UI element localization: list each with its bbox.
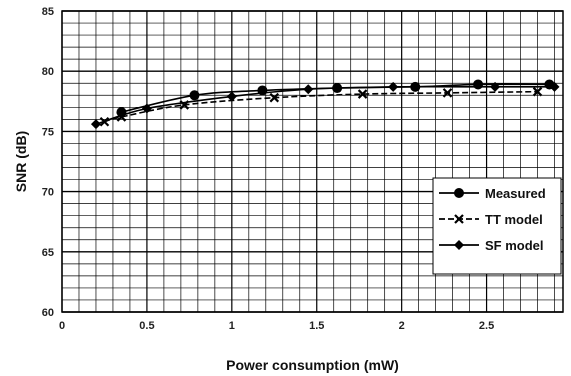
legend-item: Measured <box>439 186 546 201</box>
plot-area-frame <box>61 10 564 313</box>
legend-label: SF model <box>485 238 544 253</box>
legend: Measured TT model SF model <box>432 177 562 275</box>
y-axis-title: SNR (dB) <box>13 131 29 192</box>
y-tick-label: 60 <box>42 307 54 319</box>
y-tick-label: 75 <box>42 126 54 138</box>
legend-label: Measured <box>485 186 546 201</box>
legend-marker <box>454 214 464 224</box>
x-tick-label: 1 <box>229 320 235 332</box>
data-point <box>189 90 200 101</box>
series-group <box>90 79 560 130</box>
y-tick-label: 80 <box>42 66 54 78</box>
data-point <box>90 119 101 130</box>
tick-labels: 0 0.5 1 1.5 2 2.5 60 65 70 75 80 85 <box>42 6 494 332</box>
series-measured <box>116 79 555 118</box>
legend-marker <box>454 188 464 198</box>
data-point <box>269 92 280 103</box>
data-point <box>357 89 368 99</box>
data-point <box>303 84 314 95</box>
y-tick-label: 65 <box>42 247 54 259</box>
x-tick-label: 0 <box>59 320 65 332</box>
data-point <box>473 79 484 90</box>
data-point <box>388 81 399 92</box>
data-point <box>532 86 543 97</box>
data-point <box>549 81 560 92</box>
x-axis-title: Power consumption (mW) <box>226 357 399 373</box>
data-point <box>141 103 152 114</box>
legend-marker <box>454 240 464 250</box>
legend-label: TT model <box>485 212 543 227</box>
data-point <box>226 91 237 102</box>
y-tick-label: 85 <box>42 6 54 18</box>
series-sf-model <box>90 81 560 130</box>
x-tick-label: 2.5 <box>479 320 494 332</box>
x-tick-label: 0.5 <box>139 320 154 332</box>
x-tick-label: 1.5 <box>309 320 324 332</box>
series-line <box>104 90 538 123</box>
legend-item: SF model <box>439 238 544 253</box>
x-tick-label: 2 <box>399 320 405 332</box>
data-point <box>442 88 453 98</box>
series-tt-model <box>99 86 543 127</box>
data-point <box>490 81 501 92</box>
legend-item: TT model <box>439 212 543 227</box>
y-tick-label: 70 <box>42 187 54 199</box>
